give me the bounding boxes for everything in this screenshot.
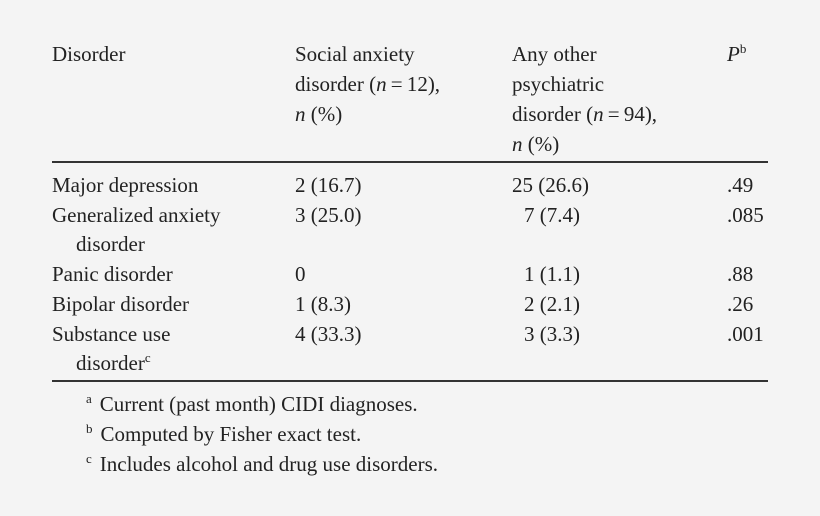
header-social-anxiety: Social anxiety (295, 42, 415, 66)
table-row: Generalized anxiety 3 (25.0) 7 (7.4) .08… (52, 203, 764, 227)
footnote: c Includes alcohol and drug use disorders… (86, 451, 439, 476)
header-any-other: Any other (512, 42, 597, 66)
table-row-continuation: disorderc (76, 350, 151, 375)
table-row: Bipolar disorder 1 (8.3) 2 (2.1) .26 (52, 292, 754, 316)
table-row: Substance use 4 (33.3) 3 (3.3) .001 (52, 322, 764, 346)
header-disorder: Disorder (52, 42, 126, 66)
header-row-4: n (%) (512, 132, 560, 156)
table-row-continuation: disorder (76, 232, 145, 256)
footnote: a Current (past month) CIDI diagnoses. (86, 391, 418, 416)
header-row-3: n (%) disorder (n = 94), (295, 102, 658, 126)
header-rule (52, 161, 768, 163)
header-row-2: disorder (n = 12), psychiatric (295, 72, 605, 96)
bottom-rule (52, 380, 768, 382)
table-row: Panic disorder 0 1 (1.1) .88 (52, 262, 754, 286)
table-row: Major depression 2 (16.7) 25 (26.6) .49 (52, 173, 754, 197)
footnote: b Computed by Fisher exact test. (86, 421, 362, 446)
header-row-1: Disorder Social anxiety Any other Pb (52, 39, 768, 69)
header-p: Pb (727, 41, 747, 66)
